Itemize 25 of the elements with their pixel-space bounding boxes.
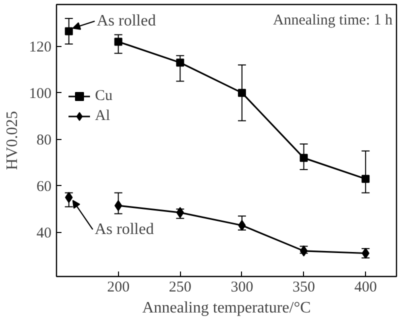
point	[300, 245, 308, 256]
point	[362, 174, 370, 183]
x-axis-title: Annealing temperature/°C	[142, 300, 311, 316]
y-axis-title: HV0.025	[4, 110, 21, 170]
y-tick-label: 100	[29, 86, 52, 102]
x-tick-label: 400	[354, 280, 377, 296]
legend-label: Cu	[95, 88, 114, 104]
y-tick-label: 80	[36, 132, 52, 148]
annotation: As rolled	[94, 220, 154, 238]
point	[114, 200, 122, 212]
x-tick-label: 250	[168, 280, 192, 296]
y-tick-label: 120	[29, 39, 52, 56]
x-tick-label: 350	[292, 280, 316, 296]
annotation: As rolled	[96, 12, 156, 30]
legend-label: Al	[95, 108, 111, 124]
x-tick-label: 300	[230, 280, 254, 296]
point	[176, 58, 184, 67]
point	[238, 88, 246, 97]
x-tick-label: 200	[107, 280, 130, 296]
point	[114, 38, 122, 46]
y-tick-label: 40	[36, 225, 52, 242]
annotation: Annealing time: 1 h	[272, 12, 393, 28]
point	[64, 27, 73, 36]
y-tick-label: 60	[36, 178, 52, 195]
point	[300, 154, 308, 162]
